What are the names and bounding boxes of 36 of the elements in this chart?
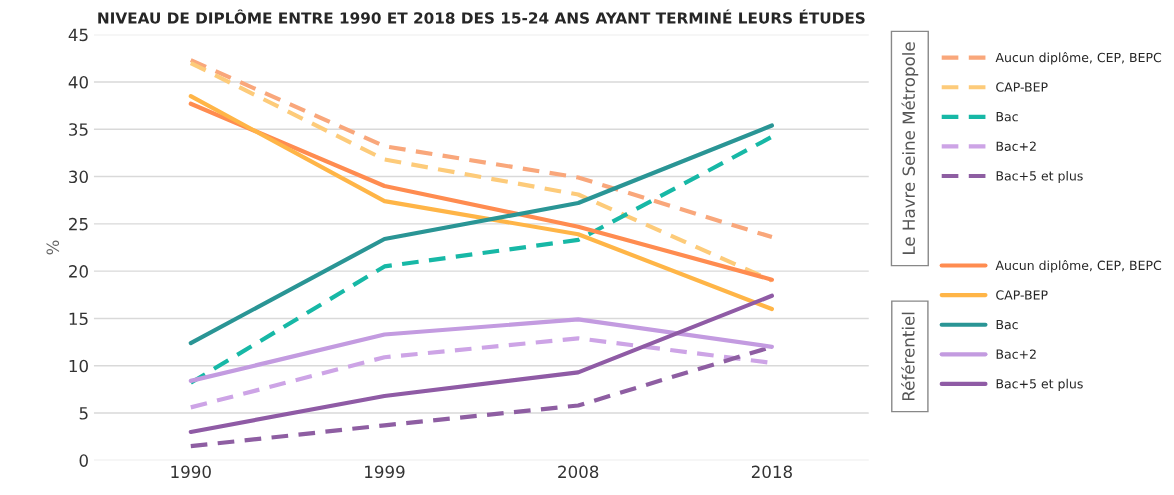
x-tick-label: 1990 bbox=[171, 465, 211, 479]
legend-label: CAP-BEP bbox=[996, 290, 1048, 300]
line-series bbox=[188, 58, 774, 240]
y-tick-label: 0 bbox=[79, 454, 88, 467]
legend-label: CAP-BEP bbox=[996, 82, 1048, 92]
line-series bbox=[188, 94, 774, 312]
line-series bbox=[188, 123, 774, 346]
legend-label: Bac bbox=[996, 112, 1018, 122]
y-tick-label: 15 bbox=[69, 312, 88, 326]
legend-label: Aucun diplôme, CEP, BEPC bbox=[995, 52, 1162, 65]
y-tick-label: 25 bbox=[69, 217, 88, 231]
y-tick-label: 20 bbox=[69, 265, 88, 278]
y-tick-label: 45 bbox=[68, 28, 88, 42]
text: Le Havre Seine Métropole bbox=[901, 42, 919, 254]
y-tick-label: 40 bbox=[68, 75, 88, 89]
legend-label: Bac+5 et plus bbox=[996, 170, 1083, 183]
line-series bbox=[188, 101, 774, 282]
legend-label: Bac+2 bbox=[996, 349, 1036, 359]
legend-label: Bac bbox=[996, 319, 1018, 330]
legend-label: Aucun diplôme, CEP, BEPC bbox=[995, 259, 1162, 273]
line-series bbox=[188, 317, 774, 383]
y-tick-label: 5 bbox=[79, 407, 88, 420]
y-tick-label: 35 bbox=[69, 123, 88, 136]
chart-title: NIVEAU DE DIPLÔME ENTRE 1990 ET 2018 DES 15-24 ANS AYANT TERMINÉ LEURS ÉTUDES bbox=[98, 9, 865, 24]
line-series bbox=[188, 134, 774, 385]
legend-label: Bac+5 et plus bbox=[996, 378, 1083, 391]
y-axis-title: % bbox=[46, 240, 60, 255]
y-tick-label: 10 bbox=[69, 359, 88, 373]
legend-label: Bac+2 bbox=[996, 141, 1036, 151]
line-series bbox=[188, 60, 774, 283]
y-tick-label: 30 bbox=[69, 170, 88, 184]
text: Référentiel bbox=[901, 312, 915, 401]
x-tick-label: 2008 bbox=[558, 465, 599, 479]
x-tick-label: 1999 bbox=[365, 465, 405, 479]
x-tick-label: 2018 bbox=[751, 465, 792, 479]
line-series bbox=[188, 293, 774, 435]
